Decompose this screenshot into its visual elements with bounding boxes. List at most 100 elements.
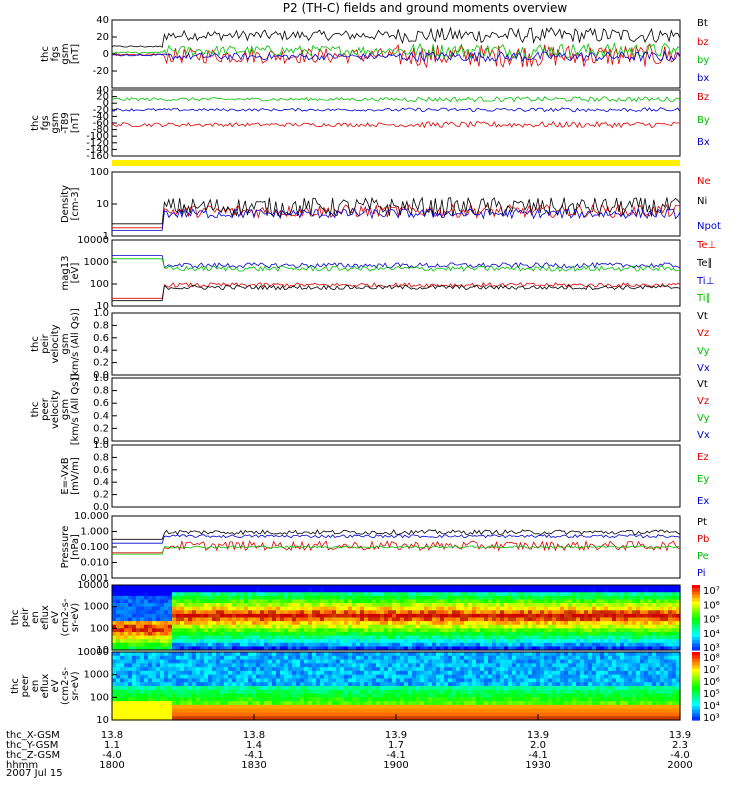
spectrogram-cell [140,631,145,637]
spectrogram-cell [588,659,593,664]
spectrogram-cell [140,693,145,698]
spectrogram-cell [112,652,117,657]
spectrogram-cell [560,613,565,619]
spectrogram-cell [308,712,313,717]
spectrogram-cell [664,635,669,640]
spectrogram-cell [124,716,129,721]
spectrogram-cell [380,659,385,664]
spectrogram-cell [264,693,269,698]
spectrogram-cell [600,663,605,668]
spectrogram-cell [212,670,217,676]
spectrogram-cell [532,603,537,608]
spectrogram-cell [612,610,617,615]
spectrogram-cell [504,621,509,626]
spectrogram-cell [624,621,629,626]
spectrogram-cell [232,663,237,668]
spectrogram-cell [404,646,409,651]
spectrogram-cell [364,689,369,695]
spectrogram-cell [520,606,525,611]
spectrogram-cell [284,635,289,640]
spectrogram-cell [644,617,649,622]
spectrogram-cell [128,610,133,615]
spectrogram-cell [352,670,357,676]
spectrogram-cell [516,682,521,687]
spectrogram-cell [524,642,529,647]
spectrogram-cell [348,599,353,604]
spectrogram-cell [196,686,201,691]
spectrogram-cell [320,621,325,626]
spectrogram-cell [136,708,141,714]
spectrogram-cell [292,588,297,593]
spectrogram-cell [116,682,121,687]
spectrogram-cell [160,592,165,597]
spectrogram-cell [204,613,209,619]
spectrogram-cell [160,610,165,615]
spectrogram-cell [568,704,573,710]
spectrogram-cell [560,697,565,702]
spectrogram-cell [280,659,285,664]
spectrogram-cell [232,712,237,717]
spectrogram-cell [332,613,337,619]
spectrogram-cell [380,588,385,593]
spectrogram-cell [128,588,133,593]
spectrogram-cell [160,667,165,672]
spectrogram-cell [484,674,489,680]
spectrogram-cell [544,639,549,644]
spectrogram-cell [316,624,321,629]
spectrogram-cell [572,621,577,626]
spectrogram-cell [340,588,345,593]
spectrogram-cell [244,631,249,637]
spectrogram-cell [196,628,201,633]
spectrogram-cell [392,603,397,608]
spectrogram-cell [420,701,425,706]
spectrogram-cell [240,603,245,608]
spectrogram-cell [668,603,673,608]
y-tick-label: 1.0 [93,440,109,451]
spectrogram-cell [600,639,605,644]
spectrogram-cell [348,701,353,706]
spectrogram-cell [396,708,401,714]
spectrogram-cell [356,631,361,637]
spectrogram-cell [152,628,157,633]
spectrogram-cell [432,592,437,597]
spectrogram-cell [348,697,353,702]
spectrogram-cell [472,697,477,702]
spectrogram-cell [504,610,509,615]
spectrogram-cell [332,689,337,695]
spectrogram-cell [152,592,157,597]
spectrogram-cell [356,670,361,676]
spectrogram-cell [404,716,409,721]
spectrogram-cell [224,704,229,710]
spectrogram-cell [500,621,505,626]
spectrogram-cell [252,667,257,672]
spectrogram-cell [392,716,397,721]
spectrogram-cell [232,646,237,651]
spectrogram-cell [480,646,485,651]
spectrogram-cell [292,631,297,637]
spectrogram-cell [384,693,389,698]
spectrogram-cell [668,585,673,590]
spectrogram-cell [272,621,277,626]
spectrogram-cell [328,599,333,604]
spectrogram-cell [232,613,237,619]
spectrogram-cell [536,652,541,657]
spectrogram-cell [152,701,157,706]
spectrogram-cell [252,599,257,604]
spectrogram-cell [456,606,461,611]
spectrogram-cell [596,693,601,698]
spectrogram-cell [532,631,537,637]
spectrogram-cell [396,595,401,601]
spectrogram-cell [348,670,353,676]
spectrogram-cell [396,613,401,619]
spectrogram-cell [552,624,557,629]
spectrogram-cell [656,635,661,640]
spectrogram-cell [456,712,461,717]
spectrogram-cell [628,585,633,590]
spectrogram-cell [304,704,309,710]
spectrogram-cell [480,603,485,608]
spectrogram-cell [384,659,389,664]
spectrogram-cell [240,716,245,721]
spectrogram-cell [472,667,477,672]
spectrogram-cell [408,663,413,668]
spectrogram-cell [532,588,537,593]
